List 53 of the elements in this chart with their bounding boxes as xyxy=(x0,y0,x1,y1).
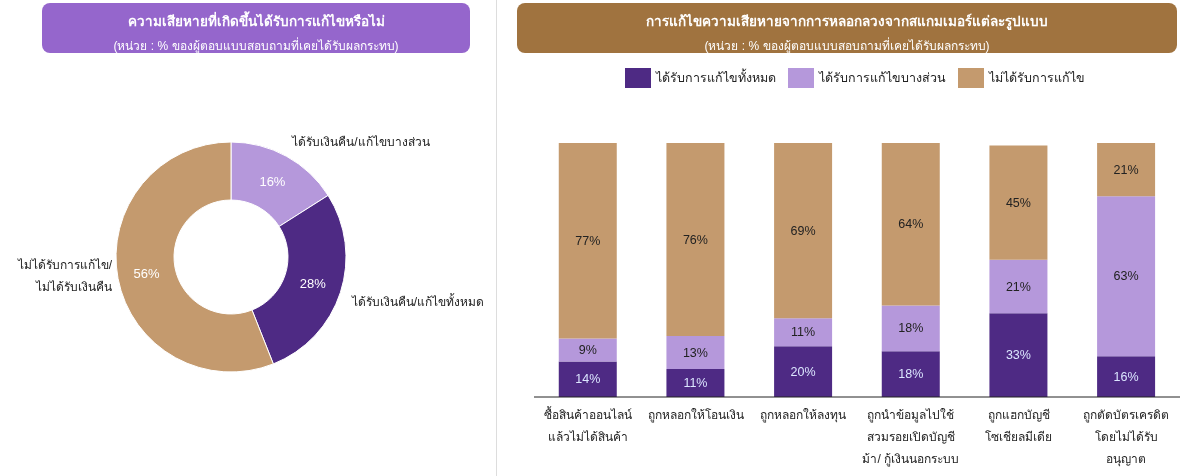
data-label: 63% xyxy=(1113,269,1139,284)
data-label: 9% xyxy=(578,343,597,358)
data-label: 77% xyxy=(575,233,601,248)
data-label: 20% xyxy=(790,364,816,379)
slice-label: ได้รับเงินคืน/แก้ไขทั้งหมด xyxy=(350,293,485,310)
chart-subtitle: (หน่วย : % ของผู้ตอบแบบสอบถามที่เคยได้รับผลกระทบ) xyxy=(703,36,991,55)
slice-label: ไม่ได้รับการแก้ไข/ ไม่ได้รับเงินคืน xyxy=(16,257,113,294)
data-label: 11% xyxy=(791,325,816,340)
data-label: 45% xyxy=(1005,195,1031,210)
x-tick-label: ถูกนำข้อมูลไปใช้ สวมรอยเปิดบัญชี ม้า/ กู้เงินนอกระบบ xyxy=(862,408,960,467)
bar xyxy=(774,318,833,347)
data-label: 21% xyxy=(1113,162,1139,177)
data-label: 16% xyxy=(1113,369,1139,384)
x-tick-label: ถูกหลอกให้โอนเงิน xyxy=(647,408,744,423)
bar xyxy=(1097,356,1156,397)
data-label: 21% xyxy=(1005,279,1031,294)
data-label: 13% xyxy=(682,345,708,360)
data-label: 76% xyxy=(682,232,708,247)
data-label: 18% xyxy=(898,321,924,336)
data-label: 11% xyxy=(683,376,708,391)
bar xyxy=(989,145,1048,260)
chart-title: ความเสียหายที่เกิดขึ้นได้รับการแก้ไขหรือไม่ xyxy=(126,10,386,31)
x-tick-label: ถูกตัดบัตรเครดิต โดยไม่ได้รับ อนุญาต xyxy=(1083,408,1170,467)
data-label: 18% xyxy=(898,367,924,382)
x-tick-label: ถูกแฮกบัญชี โซเชียลมีเดีย xyxy=(985,408,1052,444)
bar xyxy=(1097,196,1156,357)
bar xyxy=(666,336,725,370)
bar xyxy=(774,143,833,319)
legend-label: ไม่ได้รับการแก้ไข xyxy=(989,70,1085,87)
bar xyxy=(558,361,617,397)
data-label: 14% xyxy=(575,372,601,387)
bar xyxy=(666,143,725,337)
data-label: 69% xyxy=(790,223,816,238)
chart-title: การแก้ไขความเสียหายจากการหลอกลวงจากสแกมเมอร์แต่ละรูปแบบ xyxy=(645,12,1049,32)
bar xyxy=(881,351,940,397)
bar xyxy=(558,143,617,339)
data-label: 33% xyxy=(1005,348,1031,363)
bar xyxy=(1097,143,1156,197)
bar xyxy=(989,313,1048,397)
bar xyxy=(881,143,940,306)
data-label: 64% xyxy=(898,217,924,232)
data-label: 28% xyxy=(299,276,327,292)
data-label: 56% xyxy=(133,265,160,281)
x-tick-label: ถูกหลอกให้ลงทุน xyxy=(760,408,847,423)
x-tick-label: ซื้อสินค้าออนไลน์ แล้วไม่ได้สินค้า xyxy=(543,406,632,444)
bar xyxy=(989,259,1048,314)
bar xyxy=(881,305,940,352)
slice-label: ได้รับเงินคืน/แก้ไขบางส่วน xyxy=(291,134,430,149)
legend-label: ได้รับการแก้ไขทั้งหมด xyxy=(656,68,776,87)
legend-label: ได้รับการแก้ไขบางส่วน xyxy=(819,70,946,87)
bar xyxy=(774,346,833,397)
chart-subtitle: (หน่วย : % ของผู้ตอบแบบสอบถามที่เคยได้รับผลกระทบ) xyxy=(112,36,400,55)
data-label: 16% xyxy=(259,174,286,190)
